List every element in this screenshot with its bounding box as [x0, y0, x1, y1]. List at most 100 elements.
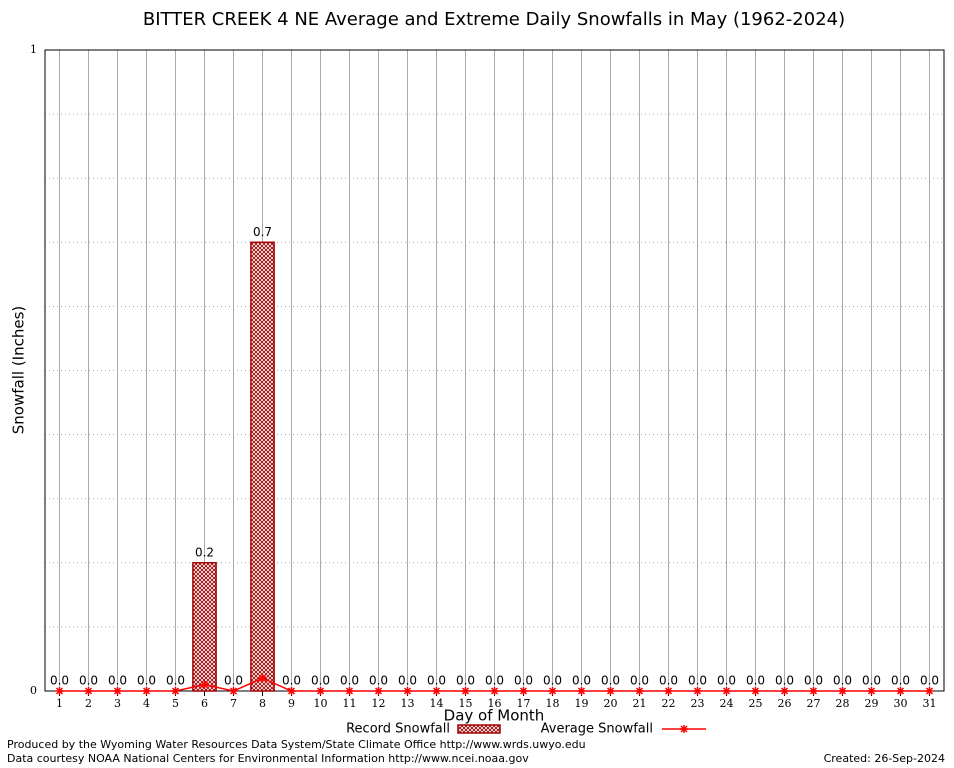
value-label: 0.0 [456, 674, 475, 688]
value-label: 0.0 [340, 674, 359, 688]
value-label: 0.0 [717, 674, 736, 688]
x-tick-label: 18 [546, 697, 560, 710]
value-label: 0.2 [195, 545, 214, 559]
x-tick-label: 3 [114, 697, 121, 710]
marker [287, 687, 296, 695]
marker [577, 687, 586, 695]
x-tick-label: 2 [85, 697, 92, 710]
value-label: 0.0 [369, 674, 388, 688]
value-label: 0.0 [688, 674, 707, 688]
x-tick-label: 8 [259, 697, 266, 710]
value-label: 0.0 [166, 674, 185, 688]
marker [548, 687, 557, 695]
x-tick-label: 17 [517, 697, 531, 710]
value-label: 0.0 [79, 674, 98, 688]
x-tick-label: 20 [604, 697, 618, 710]
marker [838, 687, 847, 695]
y-tick-label: 0 [30, 684, 37, 697]
value-label: 0.0 [108, 674, 127, 688]
value-label: 0.0 [311, 674, 330, 688]
value-label: 0.0 [485, 674, 504, 688]
marker [345, 687, 354, 695]
x-tick-label: 11 [343, 697, 357, 710]
marker [200, 680, 209, 689]
marker [403, 687, 412, 695]
value-label: 0.0 [920, 674, 939, 688]
x-tick-label: 22 [662, 697, 676, 710]
y-tick-label: 1 [30, 43, 37, 56]
marker [867, 687, 876, 695]
x-tick-label: 16 [488, 697, 502, 710]
marker [606, 687, 615, 695]
x-tick-label: 1 [56, 697, 63, 710]
marker [490, 687, 499, 695]
marker [55, 687, 64, 695]
marker [171, 687, 180, 695]
marker [722, 687, 731, 695]
x-tick-label: 7 [230, 697, 237, 710]
x-tick-label: 19 [575, 697, 589, 710]
bar [192, 562, 217, 692]
value-label: 0.0 [282, 674, 301, 688]
value-label: 0.0 [427, 674, 446, 688]
marker [751, 687, 760, 695]
value-label: 0.0 [572, 674, 591, 688]
value-label: 0.0 [630, 674, 649, 688]
x-tick-label: 9 [288, 697, 295, 710]
legend-label: Average Snowfall [541, 722, 653, 737]
marker [896, 687, 905, 695]
value-label: 0.0 [775, 674, 794, 688]
x-tick-label: 5 [172, 697, 179, 710]
x-tick-label: 29 [865, 697, 879, 710]
y-axis-label: Snowfall (Inches) [10, 306, 28, 434]
marker [780, 687, 789, 695]
legend-swatch [457, 724, 501, 734]
marker [84, 687, 93, 695]
marker [664, 687, 673, 695]
x-tick-label: 14 [430, 697, 444, 710]
x-tick-label: 15 [459, 697, 473, 710]
marker [258, 674, 267, 683]
x-tick-label: 6 [201, 697, 208, 710]
x-tick-label: 25 [749, 697, 763, 710]
bar [250, 241, 275, 692]
x-tick-label: 27 [807, 697, 821, 710]
marker [635, 687, 644, 695]
value-label: 0.0 [50, 674, 69, 688]
value-label: 0.0 [833, 674, 852, 688]
marker [142, 687, 151, 695]
x-tick-label: 30 [894, 697, 908, 710]
x-tick-label: 21 [633, 697, 647, 710]
value-label: 0.0 [543, 674, 562, 688]
x-tick-label: 31 [923, 697, 937, 710]
x-tick-label: 12 [372, 697, 386, 710]
x-tick-label: 24 [720, 697, 734, 710]
marker [925, 687, 934, 695]
value-label: 0.0 [137, 674, 156, 688]
x-tick-label: 10 [314, 697, 328, 710]
legend-marker [680, 725, 688, 733]
value-label: 0.0 [891, 674, 910, 688]
x-tick-label: 23 [691, 697, 705, 710]
chart-title: BITTER CREEK 4 NE Average and Extreme Da… [143, 9, 845, 30]
marker [432, 687, 441, 695]
marker [113, 687, 122, 695]
x-tick-label: 13 [401, 697, 415, 710]
x-axis-label: Day of Month [444, 707, 545, 725]
value-label: 0.0 [804, 674, 823, 688]
x-tick-label: 4 [143, 697, 150, 710]
marker [519, 687, 528, 695]
value-label: 0.0 [746, 674, 765, 688]
value-label: 0.7 [253, 225, 272, 239]
footer-text: Data courtesy NOAA National Centers for … [7, 752, 529, 765]
marker [229, 687, 238, 695]
marker [374, 687, 383, 695]
x-tick-label: 28 [836, 697, 850, 710]
legend-label: Record Snowfall [346, 722, 450, 737]
value-label: 0.0 [514, 674, 533, 688]
marker [809, 687, 818, 695]
marker [461, 687, 470, 695]
value-label: 0.0 [398, 674, 417, 688]
